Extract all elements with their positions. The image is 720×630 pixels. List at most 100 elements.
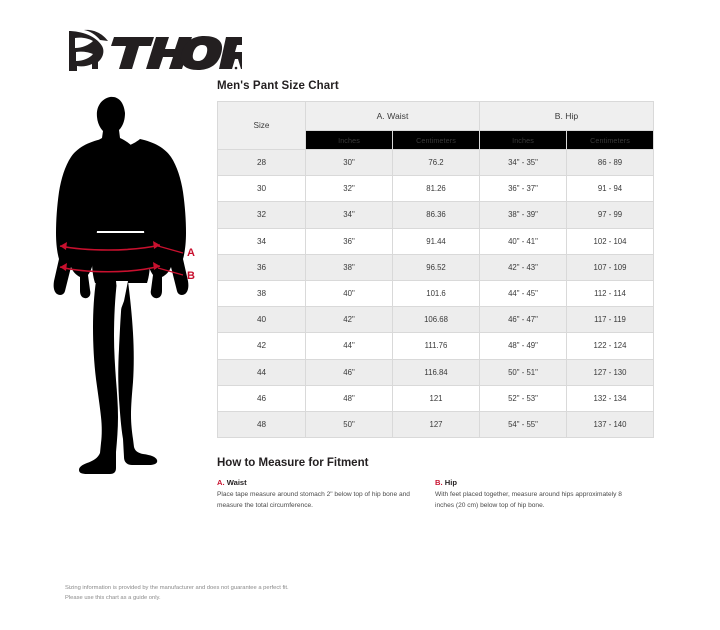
cell-size: 42 <box>217 332 306 360</box>
cell-size: 32 <box>217 201 306 229</box>
cell-hip-centimeters: 91 - 94 <box>566 175 654 203</box>
hip-measure-line <box>59 265 161 273</box>
cell-size: 36 <box>217 253 306 281</box>
label-a-waist: A <box>187 247 195 259</box>
cell-size: 38 <box>217 279 306 308</box>
cell-hip-inches: 48" - 49" <box>479 332 567 360</box>
column-header-hip-inches: Inches <box>479 130 567 150</box>
cell-size: 40 <box>217 306 306 334</box>
waist-arrow-head-left <box>60 242 67 250</box>
waist-measure-line <box>59 244 161 251</box>
how-to-measure-section: How to Measure for Fitment A. Waist Plac… <box>217 457 653 511</box>
size-chart-table: Size A. Waist B. Hip Inches Centimeters … <box>217 100 654 439</box>
cell-waist-centimeters: 111.76 <box>392 332 480 360</box>
column-header-waist-inches: Inches <box>305 130 393 150</box>
table-body: 28 30" 76.2 34" - 35" 86 - 89 30 32" 81.26 36" -… <box>217 148 654 439</box>
cell-waist-centimeters: 106.68 <box>392 306 480 334</box>
how-to-item-hip: B. Hip With feet placed together, measur… <box>435 478 653 511</box>
how-to-item-waist-heading: A. Waist <box>217 478 419 487</box>
cell-waist-centimeters: 86.36 <box>392 201 480 229</box>
how-to-item-waist-text: Place tape measure around stomach 2" bel… <box>217 491 410 509</box>
cell-hip-centimeters: 112 - 114 <box>566 279 654 308</box>
cell-waist-inches: 38" <box>305 253 393 281</box>
column-group-waist: A. Waist <box>305 100 480 132</box>
cell-size: 48 <box>217 410 306 439</box>
cell-hip-inches: 44" - 45" <box>479 279 567 308</box>
cell-waist-inches: 48" <box>305 384 393 412</box>
hip-arrow-head-right <box>153 262 160 270</box>
cell-waist-centimeters: 81.26 <box>392 175 480 203</box>
how-to-item-waist: A. Waist Place tape measure around stoma… <box>217 478 435 511</box>
cell-hip-inches: 38" - 39" <box>479 201 567 229</box>
hip-leader-line <box>157 267 184 276</box>
table-header-row-units: Inches Centimeters Inches Centimeters <box>218 130 654 150</box>
cell-waist-centimeters: 121 <box>392 384 480 412</box>
column-group-hip: B. Hip <box>479 100 654 132</box>
column-header-size: Size <box>217 101 306 150</box>
label-b-hip: B <box>187 270 195 282</box>
table-row: 42 44" 111.76 48" - 49" 122 - 124 <box>217 332 654 360</box>
cell-hip-inches: 52" - 53" <box>479 384 567 412</box>
cell-hip-inches: 46" - 47" <box>479 306 567 334</box>
table-header: Size A. Waist B. Hip Inches Centimeters … <box>217 100 654 150</box>
body-silhouette-figure: A B <box>40 95 215 495</box>
cell-hip-centimeters: 137 - 140 <box>566 410 654 439</box>
thor-logo <box>62 28 259 74</box>
how-to-item-hip-text: With feet placed together, measure aroun… <box>435 491 622 509</box>
cell-size: 34 <box>217 227 306 255</box>
cell-hip-inches: 50" - 51" <box>479 358 567 386</box>
cell-size: 44 <box>217 358 306 386</box>
cell-waist-inches: 40" <box>305 279 393 308</box>
column-header-hip-centimeters: Centimeters <box>566 130 654 150</box>
cell-hip-centimeters: 86 - 89 <box>566 148 654 177</box>
body-silhouette-svg: A B <box>53 96 195 474</box>
thor-wordmark <box>111 36 259 70</box>
disclaimer: Sizing information is provided by the ma… <box>65 583 495 603</box>
cell-waist-inches: 34" <box>305 201 393 229</box>
cell-size: 46 <box>217 384 306 412</box>
thor-helmet-icon <box>68 29 108 71</box>
table-row: 28 30" 76.2 34" - 35" 86 - 89 <box>217 148 654 177</box>
how-to-item-waist-name: Waist <box>226 478 247 488</box>
cell-waist-centimeters: 91.44 <box>392 227 480 255</box>
table-row: 44 46" 116.84 50" - 51" 127 - 130 <box>217 358 654 386</box>
cell-hip-inches: 36" - 37" <box>479 175 567 203</box>
cell-hip-centimeters: 97 - 99 <box>566 201 654 229</box>
cell-waist-inches: 50" <box>305 410 393 439</box>
table-row: 34 36" 91.44 40" - 41" 102 - 104 <box>217 227 654 255</box>
how-to-item-hip-mark: B. <box>435 478 443 488</box>
table-row: 38 40" 101.6 44" - 45" 112 - 114 <box>217 279 654 308</box>
page-title: Men's Pant Size Chart <box>217 80 339 92</box>
waist-leader-line <box>157 245 184 254</box>
cell-waist-centimeters: 116.84 <box>392 358 480 386</box>
how-to-item-hip-name: Hip <box>444 478 457 488</box>
cell-waist-inches: 36" <box>305 227 393 255</box>
table-row: 48 50" 127 54" - 55" 137 - 140 <box>217 410 654 439</box>
cell-hip-centimeters: 102 - 104 <box>566 227 654 255</box>
cell-hip-centimeters: 117 - 119 <box>566 306 654 334</box>
table-row: 30 32" 81.26 36" - 37" 91 - 94 <box>217 175 654 203</box>
table-row: 46 48" 121 52" - 53" 132 - 134 <box>217 384 654 412</box>
table-row: 40 42" 106.68 46" - 47" 117 - 119 <box>217 306 654 334</box>
table-row: 32 34" 86.36 38" - 39" 97 - 99 <box>217 201 654 229</box>
cell-waist-inches: 44" <box>305 332 393 360</box>
column-header-waist-centimeters: Centimeters <box>392 130 480 150</box>
content-column: Men's Pant Size Chart Size A. Waist B. H… <box>217 80 654 511</box>
cell-hip-centimeters: 127 - 130 <box>566 358 654 386</box>
cell-hip-centimeters: 132 - 134 <box>566 384 654 412</box>
cell-waist-inches: 42" <box>305 306 393 334</box>
how-to-item-hip-heading: B. Hip <box>435 478 637 487</box>
table-row: 36 38" 96.52 42" - 43" 107 - 109 <box>217 253 654 281</box>
cell-size: 30 <box>217 175 306 203</box>
hip-arrow-head-left <box>60 263 67 271</box>
cell-hip-centimeters: 122 - 124 <box>566 332 654 360</box>
waist-arrow-head-right <box>153 241 160 249</box>
cell-waist-inches: 30" <box>305 148 393 177</box>
disclaimer-line-2: Please use this chart as a guide only. <box>65 595 161 602</box>
how-to-measure-title: How to Measure for Fitment <box>217 457 369 470</box>
cell-hip-inches: 42" - 43" <box>479 253 567 281</box>
cell-waist-inches: 32" <box>305 175 393 203</box>
thor-logo-svg <box>68 29 259 71</box>
cell-size: 28 <box>217 148 306 177</box>
cell-waist-inches: 46" <box>305 358 393 386</box>
